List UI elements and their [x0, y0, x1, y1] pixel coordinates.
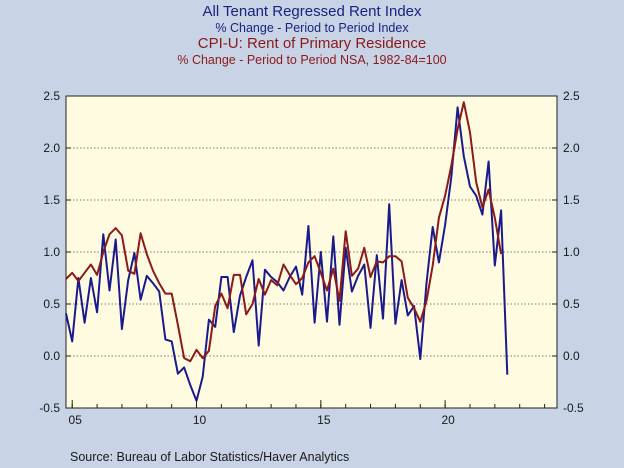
- x-tick-label: 20: [441, 413, 455, 427]
- series-line-2: [65, 101, 503, 363]
- axis-ticks: 2.5 2.5 2.0 2.0 1.5 1.5 1.0 1.0 0.5 0.5 0.0 0.0 -0.5…: [39, 89, 584, 427]
- y-tick-label-right: -0.5: [563, 401, 584, 415]
- y-tick-label-right: 2.0: [563, 141, 580, 155]
- y-tick-label-right: 1.0: [563, 245, 580, 259]
- chart-titles: All Tenant Regressed Rent Index % Change…: [0, 4, 624, 68]
- y-tick-label-left: 0.5: [43, 297, 60, 311]
- x-tick-label: 05: [69, 413, 83, 427]
- y-tick-label-right: 2.5: [563, 89, 580, 103]
- y-tick-label-right: 0.5: [563, 297, 580, 311]
- series-line-1: [65, 106, 509, 402]
- y-tick-label-left: 0.0: [43, 349, 60, 363]
- series2-subtitle: % Change - Period to Period NSA, 1982-84…: [177, 53, 447, 67]
- y-tick-label-left: 1.0: [43, 245, 60, 259]
- y-tick-label-left: -0.5: [39, 401, 60, 415]
- y-tick-label-left: 2.0: [43, 141, 60, 155]
- y-tick-label-left: 2.5: [43, 89, 60, 103]
- series2-title: CPI-U: Rent of Primary Residence: [197, 35, 427, 52]
- x-tick-label: 15: [317, 413, 331, 427]
- gridlines: [66, 147, 557, 357]
- series1-title: All Tenant Regressed Rent Index: [202, 3, 422, 20]
- y-tick-label-left: 1.5: [43, 193, 60, 207]
- source-note: Source: Bureau of Labor Statistics/Haver…: [70, 450, 350, 464]
- y-tick-label-right: 1.5: [563, 193, 580, 207]
- x-tick-label: 10: [193, 413, 207, 427]
- series1-subtitle: % Change - Period to Period Index: [215, 21, 409, 35]
- y-tick-label-right: 0.0: [563, 349, 580, 363]
- series-lines: [65, 101, 509, 402]
